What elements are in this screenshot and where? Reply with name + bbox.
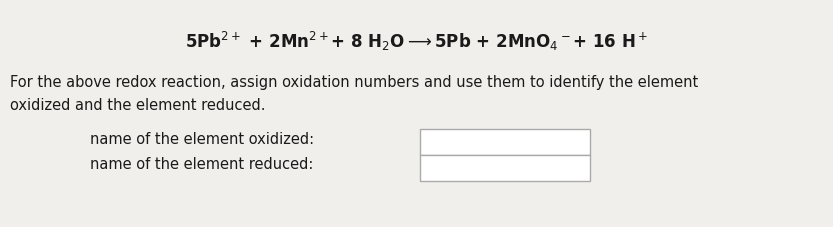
Text: name of the element reduced:: name of the element reduced: <box>90 157 313 172</box>
Text: oxidized and the element reduced.: oxidized and the element reduced. <box>10 98 266 113</box>
Bar <box>420 155 590 181</box>
Text: For the above redox reaction, assign oxidation numbers and use them to identify : For the above redox reaction, assign oxi… <box>10 75 698 90</box>
Text: 5Pb$^{2+}$ + 2Mn$^{2+}$+ 8 H$_2$O$\longrightarrow$5Pb + 2MnO$_4$$^-$+ 16 H$^+$: 5Pb$^{2+}$ + 2Mn$^{2+}$+ 8 H$_2$O$\longr… <box>185 30 648 53</box>
Text: name of the element oxidized:: name of the element oxidized: <box>90 132 314 147</box>
Bar <box>420 129 590 155</box>
